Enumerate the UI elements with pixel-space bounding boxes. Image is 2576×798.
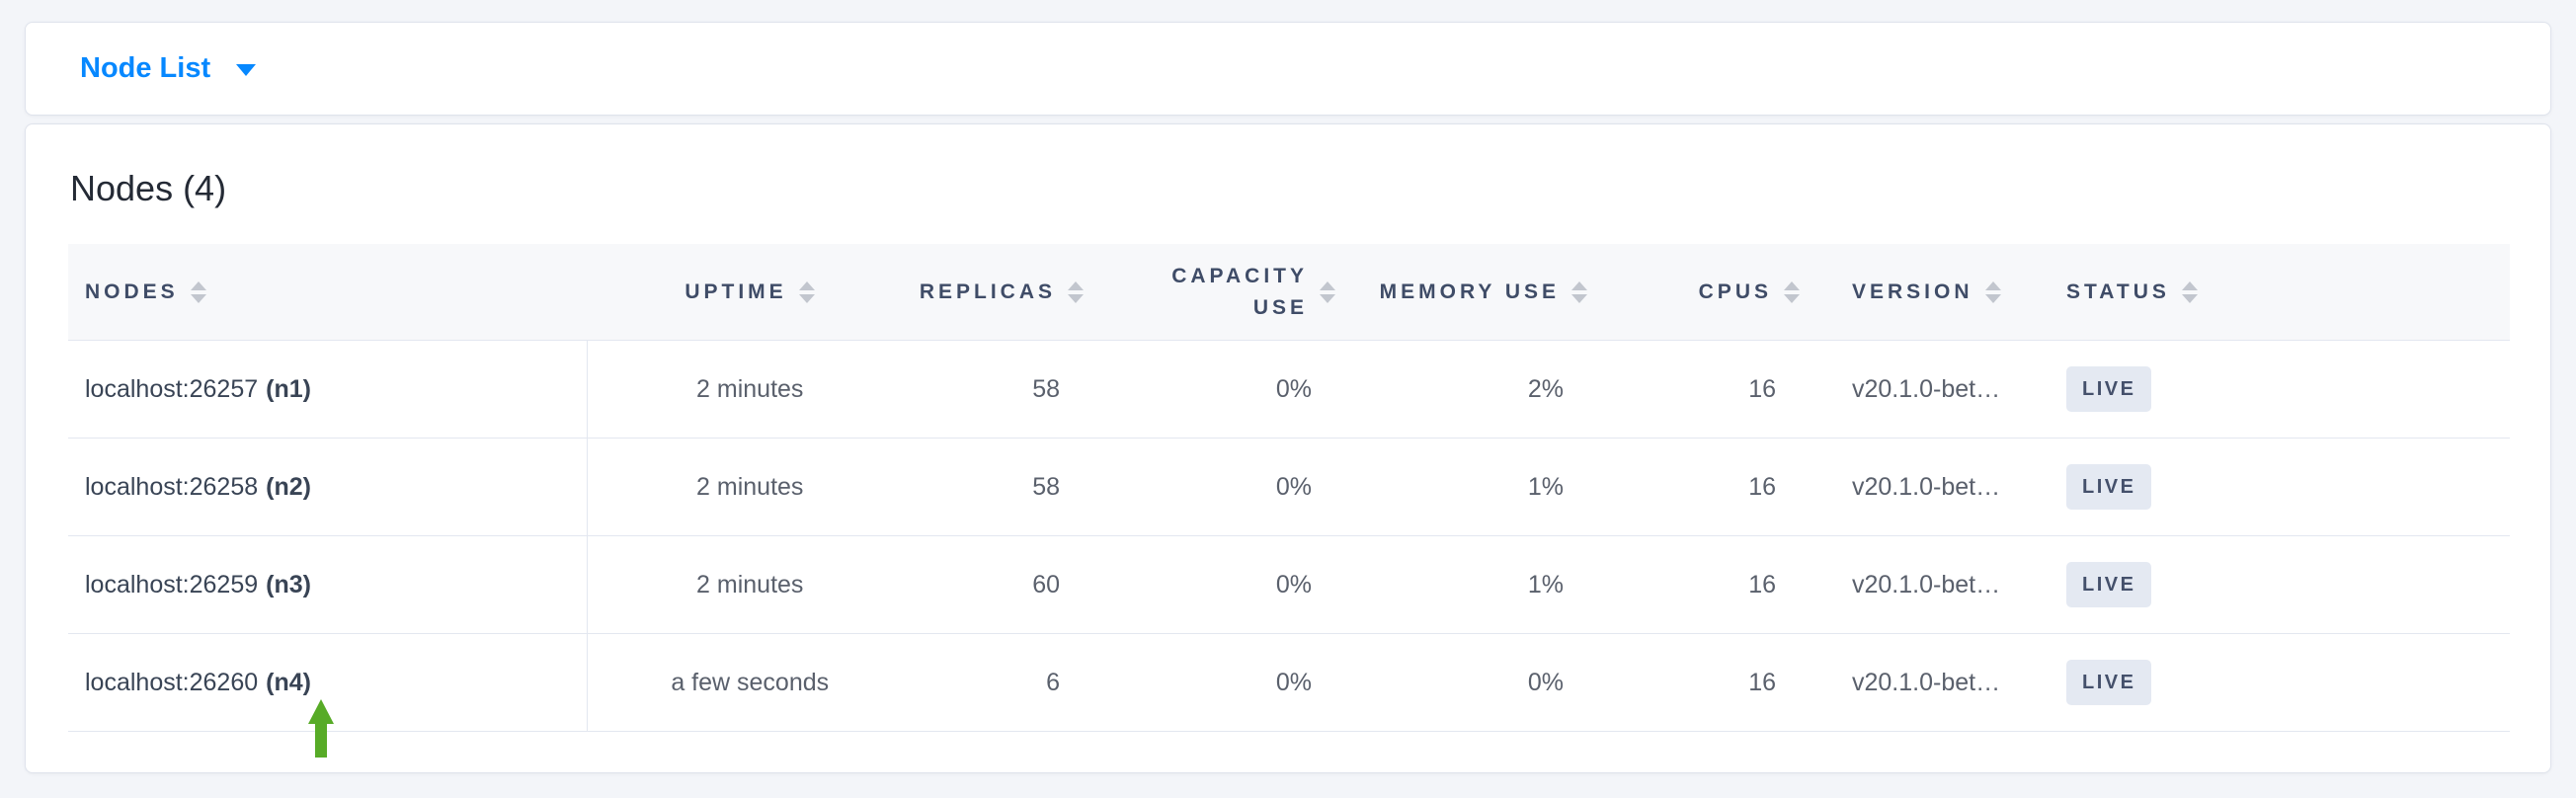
column-label: MEMORY USE xyxy=(1379,279,1560,303)
column-label: NODES xyxy=(85,279,179,303)
cell-memory-use: 1% xyxy=(1347,438,1599,537)
column-header-memory-use[interactable]: MEMORY USE xyxy=(1347,244,1599,342)
node-id: (n1) xyxy=(266,374,311,403)
cell-memory-use: 1% xyxy=(1347,535,1599,635)
node-list-dropdown[interactable]: Node List xyxy=(80,52,257,85)
cell-replicas: 58 xyxy=(913,438,1095,537)
status-badge: LIVE xyxy=(2066,464,2152,511)
column-label: CPUS xyxy=(1698,279,1772,303)
cell-node: localhost:26257 (n1) xyxy=(68,340,588,439)
cell-node: localhost:26259 (n3) xyxy=(68,535,588,635)
sort-icon xyxy=(1068,280,1084,303)
sort-icon xyxy=(1984,280,2001,303)
sort-icon xyxy=(1320,280,1335,303)
column-label: STATUS xyxy=(2066,279,2170,303)
cell-uptime: 2 minutes xyxy=(587,535,913,635)
dropdown-caret-icon xyxy=(236,64,257,76)
cell-capacity-use: 0% xyxy=(1095,535,1347,635)
annotation-arrow-icon xyxy=(308,699,334,758)
column-label: VERSION xyxy=(1852,279,1973,303)
cell-uptime: 2 minutes xyxy=(587,340,913,439)
cell-capacity-use: 0% xyxy=(1095,340,1347,439)
sort-icon xyxy=(798,280,815,303)
cell-cpus: 16 xyxy=(1599,535,1811,635)
table-row: localhost:26259 (n3) 2 minutes 60 0% 1% 1… xyxy=(68,535,2510,635)
cell-status: LIVE xyxy=(2058,633,2510,733)
node-id: (n4) xyxy=(266,668,311,696)
cell-status: LIVE xyxy=(2058,438,2510,537)
cell-status: LIVE xyxy=(2058,340,2510,439)
cell-uptime: a few seconds xyxy=(587,633,913,733)
cell-replicas: 60 xyxy=(913,535,1095,635)
cell-version: v20.1.0-bet… xyxy=(1811,633,2058,733)
nodes-table: NODES UPTIME REPLICAS CAPACITY USE MEMOR… xyxy=(68,244,2510,733)
column-header-nodes[interactable]: NODES xyxy=(68,244,587,342)
cell-version: v20.1.0-bet… xyxy=(1811,535,2058,635)
cell-memory-use: 2% xyxy=(1347,340,1599,439)
cell-replicas: 6 xyxy=(913,633,1095,733)
cell-capacity-use: 0% xyxy=(1095,633,1347,733)
cell-replicas: 58 xyxy=(913,340,1095,439)
column-label: CAPACITY USE xyxy=(1171,265,1308,319)
page-title: Nodes (4) xyxy=(70,168,227,208)
table-header-row: NODES UPTIME REPLICAS CAPACITY USE MEMOR… xyxy=(68,244,2510,342)
table-row: localhost:26258 (n2) 2 minutes 58 0% 1% 1… xyxy=(68,438,2510,537)
table-row: localhost:26260 (n4) a few seconds 6 0% 0… xyxy=(68,633,2510,733)
node-id: (n2) xyxy=(266,472,311,501)
column-header-version[interactable]: VERSION xyxy=(1811,244,2058,342)
status-badge: LIVE xyxy=(2066,366,2152,413)
cell-status: LIVE xyxy=(2058,535,2510,635)
view-selector-bar: Node List xyxy=(25,22,2551,116)
cell-cpus: 16 xyxy=(1599,340,1811,439)
column-header-capacity-use[interactable]: CAPACITY USE xyxy=(1095,244,1347,342)
node-address: localhost:26257 xyxy=(85,374,259,403)
node-address: localhost:26258 xyxy=(85,472,259,501)
cell-node: localhost:26258 (n2) xyxy=(68,438,588,537)
cell-version: v20.1.0-bet… xyxy=(1811,340,2058,439)
node-list-dropdown-label: Node List xyxy=(80,52,211,84)
nodes-panel: Nodes (4) NODES UPTIME REPLICAS xyxy=(25,123,2551,773)
node-link[interactable]: localhost:26257 (n1) xyxy=(85,375,311,403)
column-header-uptime[interactable]: UPTIME xyxy=(587,244,913,342)
sort-icon xyxy=(1784,280,1800,303)
node-link[interactable]: localhost:26258 (n2) xyxy=(85,473,311,501)
column-header-cpus[interactable]: CPUS xyxy=(1599,244,1811,342)
sort-icon xyxy=(2181,280,2198,303)
column-header-status[interactable]: STATUS xyxy=(2058,244,2510,342)
node-id: (n3) xyxy=(266,570,311,598)
sort-icon xyxy=(190,280,206,303)
column-label: UPTIME xyxy=(684,279,787,303)
cell-uptime: 2 minutes xyxy=(587,438,913,537)
column-label: REPLICAS xyxy=(919,279,1056,303)
status-badge: LIVE xyxy=(2066,660,2152,706)
node-address: localhost:26260 xyxy=(85,668,259,696)
node-link[interactable]: localhost:26259 (n3) xyxy=(85,571,311,598)
column-header-replicas[interactable]: REPLICAS xyxy=(913,244,1095,342)
status-badge: LIVE xyxy=(2066,562,2152,608)
cell-cpus: 16 xyxy=(1599,438,1811,537)
cell-cpus: 16 xyxy=(1599,633,1811,733)
cell-memory-use: 0% xyxy=(1347,633,1599,733)
table-row: localhost:26257 (n1) 2 minutes 58 0% 2% 1… xyxy=(68,340,2510,439)
node-address: localhost:26259 xyxy=(85,570,259,598)
node-link[interactable]: localhost:26260 (n4) xyxy=(85,669,311,696)
cell-version: v20.1.0-bet… xyxy=(1811,438,2058,537)
cell-capacity-use: 0% xyxy=(1095,438,1347,537)
sort-icon xyxy=(1571,280,1587,303)
